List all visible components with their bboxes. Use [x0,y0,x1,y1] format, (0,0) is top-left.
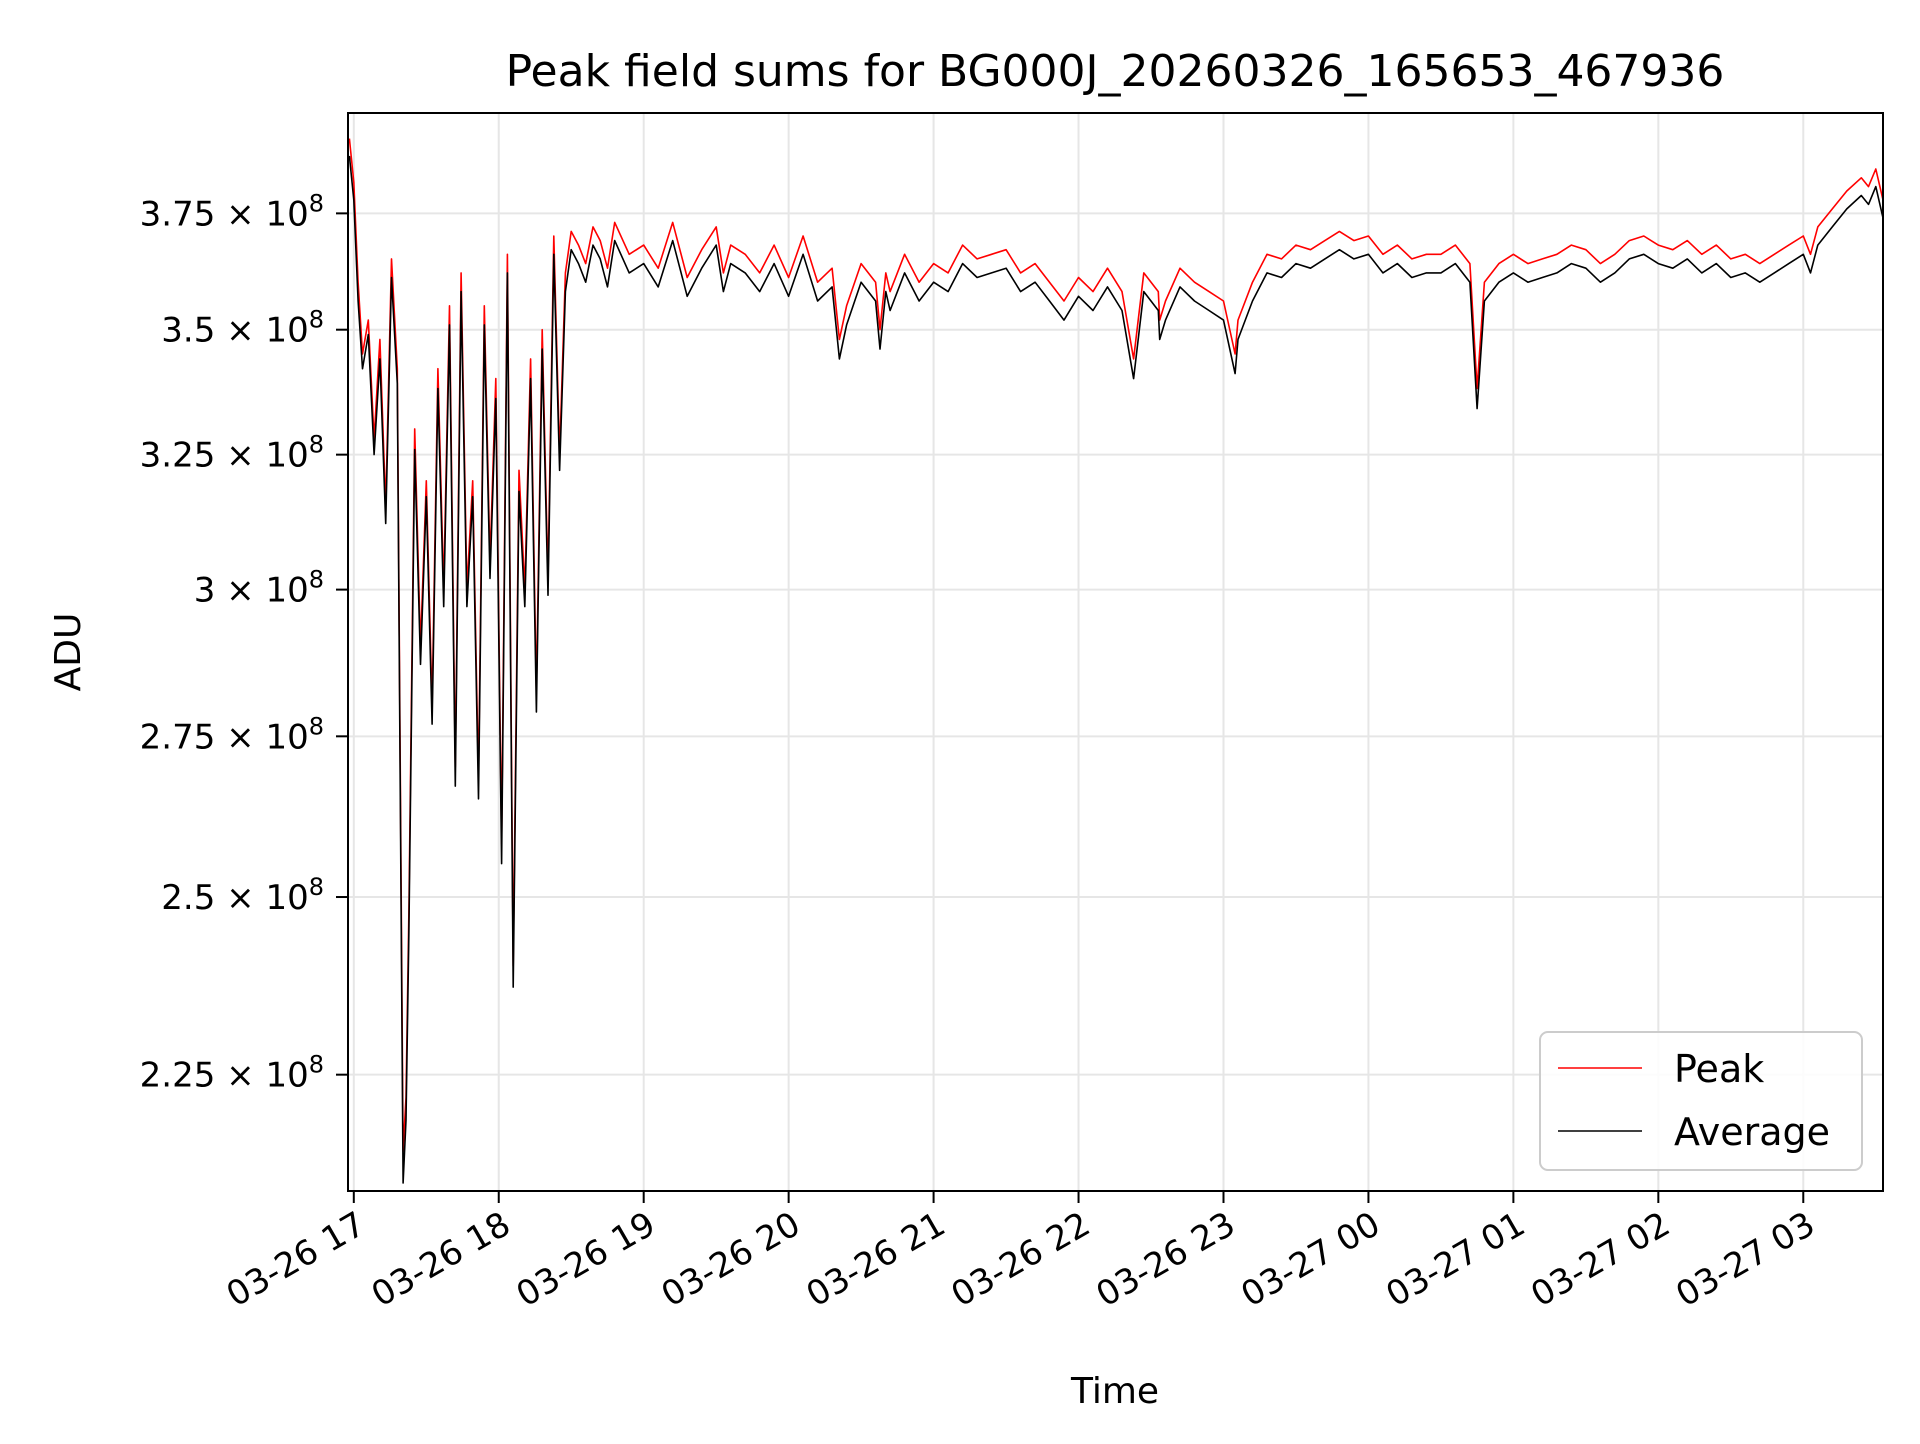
plot-frame [347,112,1884,1192]
y-axis-label: ADU [48,613,89,692]
chart-title: Peak field sums for BG000J_20260326_1656… [506,46,1725,97]
y-tick-label: 3.75 × 108 [140,189,324,234]
x-axis-label: Time [1070,1371,1159,1412]
y-axis-ticks: 2.25 × 108 2.5 × 108 2.75 × 108 3 × 108 3.25… [140,189,348,1096]
legend-label-average: Average [1674,1110,1830,1154]
y-tick-label: 3 × 108 [194,566,324,611]
series-lines [348,138,1883,1184]
y-tick-label: 2.25 × 108 [140,1051,324,1096]
grid-lines [348,113,1883,1191]
series-line-average [348,155,1883,1184]
y-tick-label: 2.5 × 108 [161,873,324,918]
legend[interactable]: Peak Average [1539,1031,1863,1171]
legend-box [1539,1031,1863,1171]
y-tick-label: 3.5 × 108 [161,306,324,351]
legend-label-peak: Peak [1674,1047,1764,1091]
y-tick-label: 3.25 × 108 [140,431,324,476]
y-tick-label: 2.75 × 108 [140,712,324,757]
